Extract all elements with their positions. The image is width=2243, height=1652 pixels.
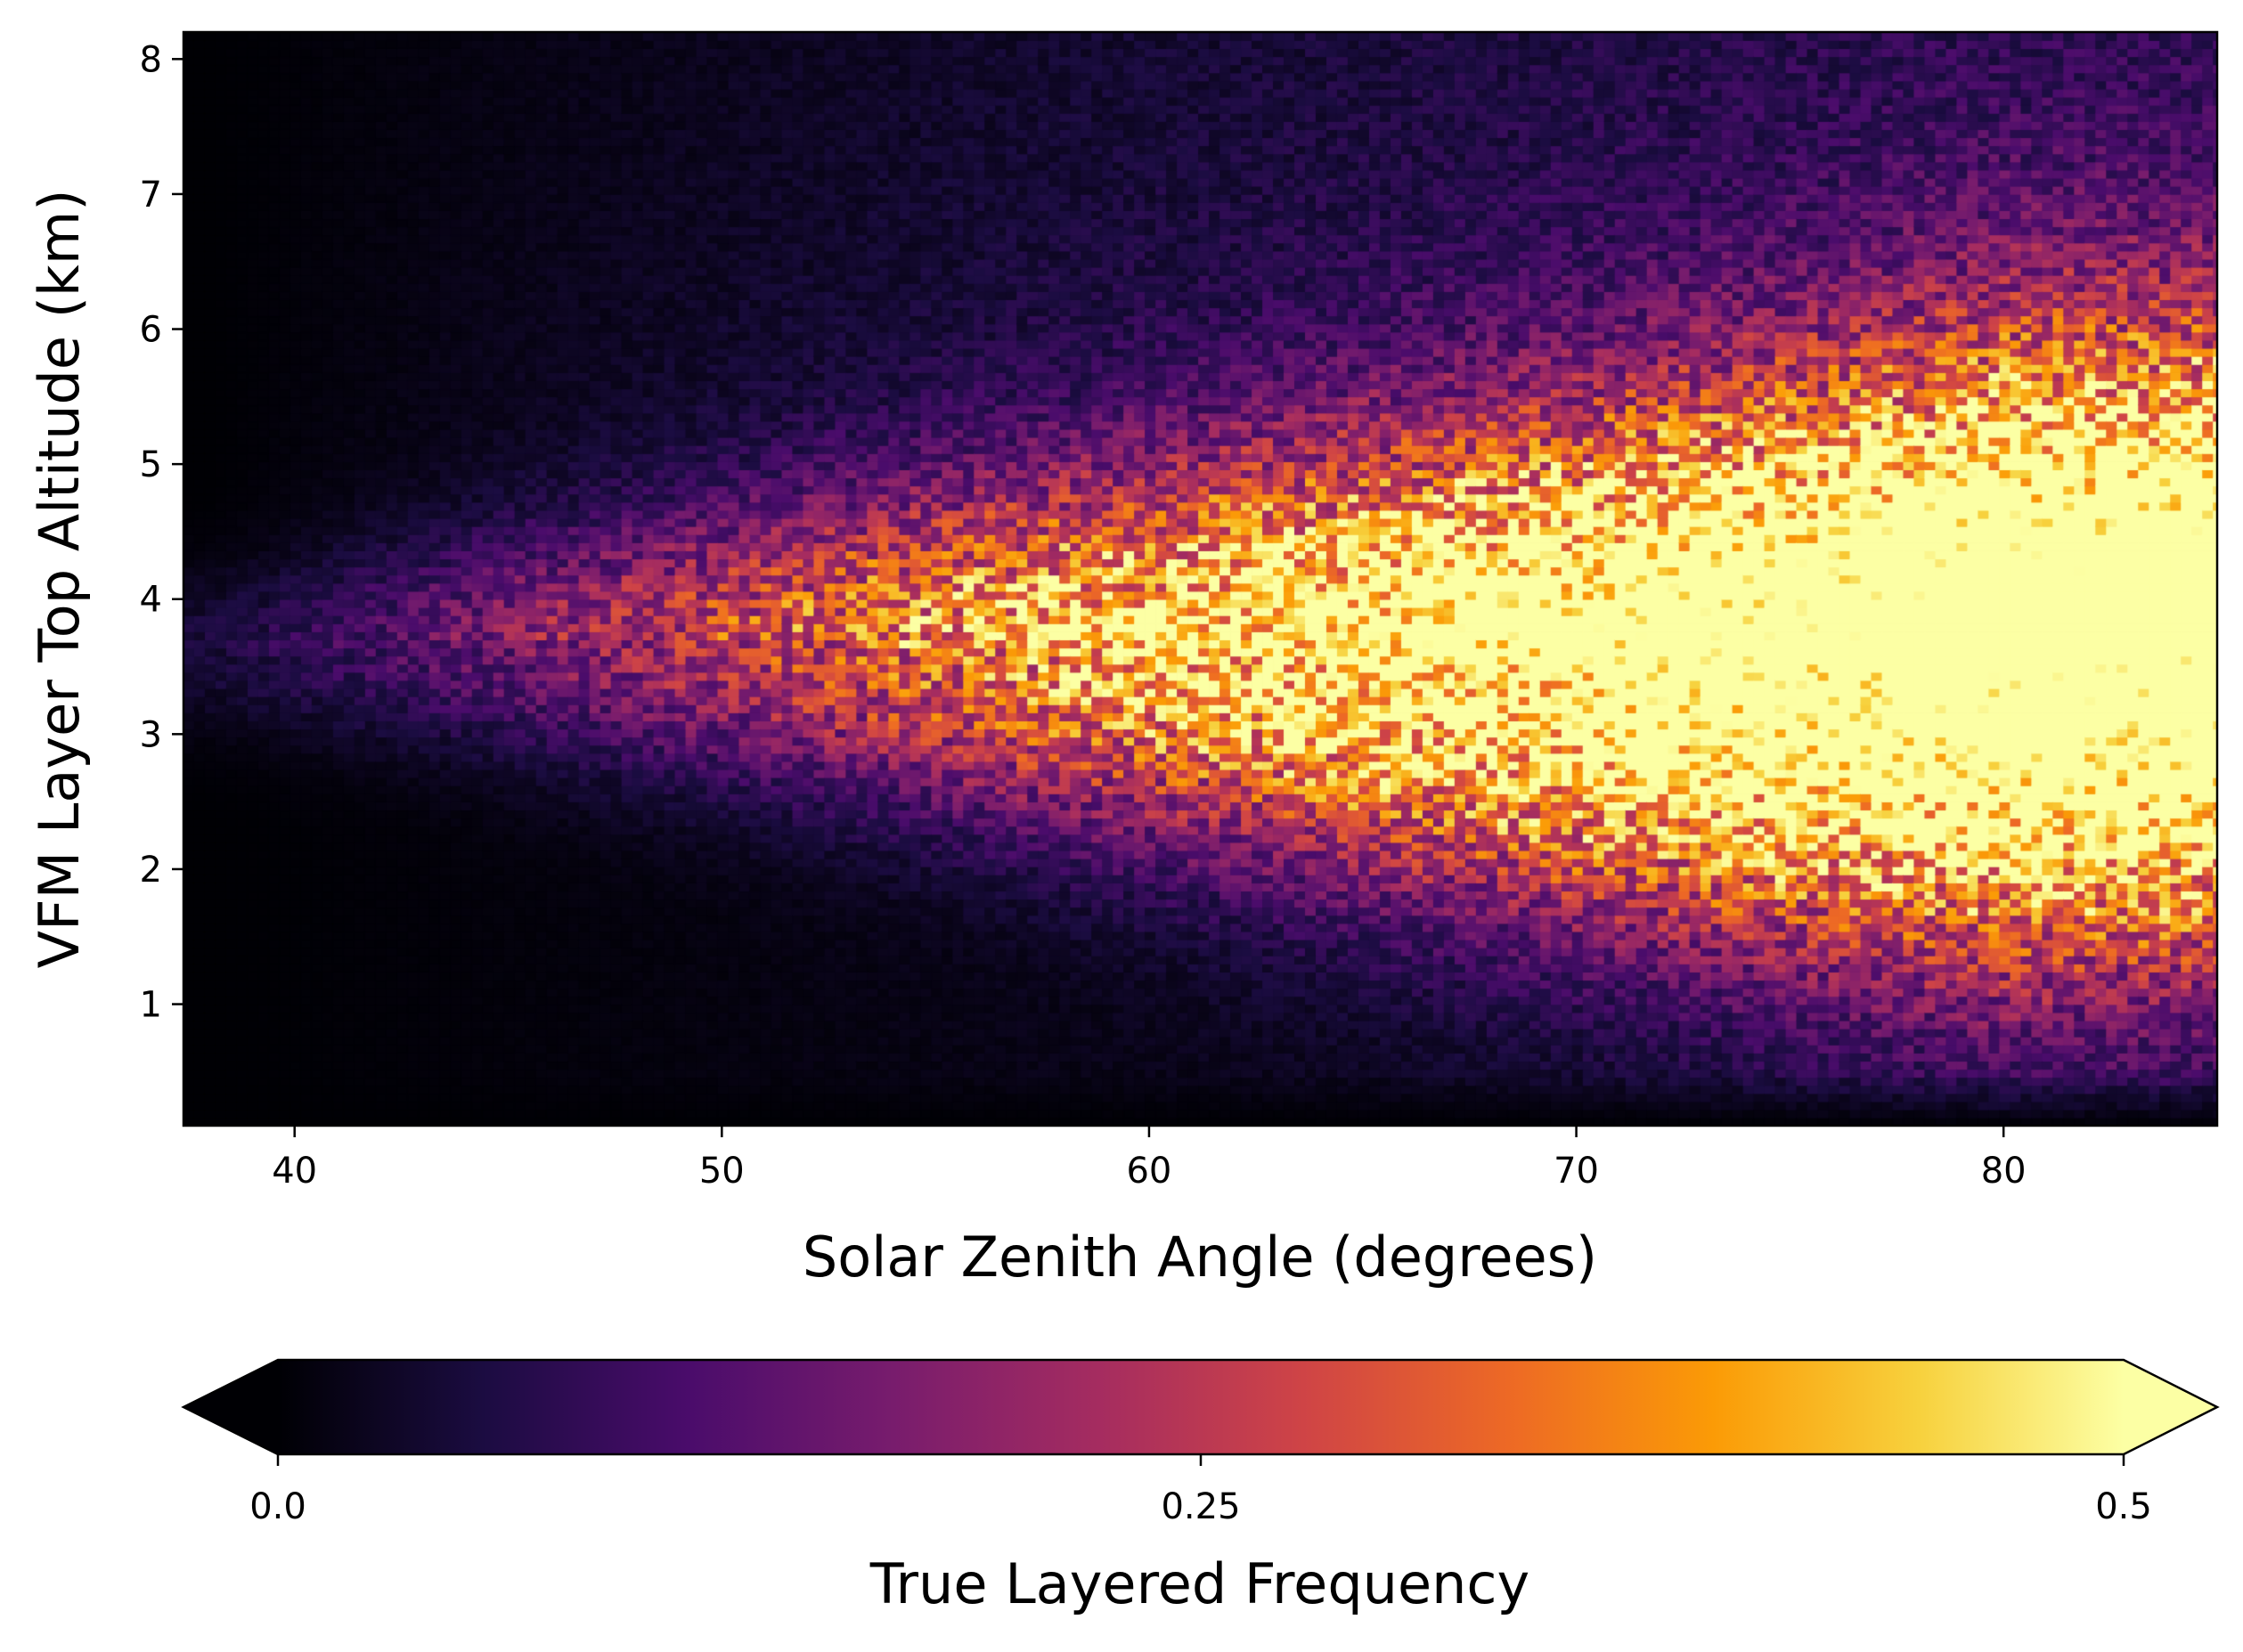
y-tick-label: 5: [140, 444, 162, 485]
y-tick-label: 7: [140, 175, 162, 216]
heatmap-cells: [184, 32, 2217, 1126]
x-tick-label: 40: [272, 1151, 317, 1192]
y-axis: 1 2 3 4 5 6 7 8: [140, 39, 184, 1026]
plot-frame: [182, 30, 2219, 1127]
colorbar-gradient: [278, 1360, 2124, 1454]
y-tick-label: 3: [140, 714, 162, 755]
y-tick-label: 1: [140, 985, 162, 1026]
x-axis-label: Solar Zenith Angle (degrees): [803, 1225, 1597, 1290]
colorbar-tick-label: 0.5: [2095, 1486, 2152, 1527]
x-tick-label: 80: [1981, 1151, 2027, 1192]
x-tick-label: 60: [1126, 1151, 1171, 1192]
y-tick-label: 2: [140, 850, 162, 891]
colorbar-tick-label: 0.0: [249, 1486, 306, 1527]
y-tick-label: 4: [140, 580, 162, 621]
y-tick-label: 8: [140, 39, 162, 80]
colorbar: 0.0 0.25 0.5 True Layered Frequency: [181, 1358, 2220, 1616]
x-tick-label: 70: [1554, 1151, 1599, 1192]
y-axis-label: VFM Layer Top Altitude (km): [27, 190, 92, 969]
heatmap-container: [184, 32, 2217, 1126]
colorbar-tick-label: 0.25: [1161, 1486, 1240, 1527]
x-axis: 40 50 60 70 80: [272, 1126, 2027, 1192]
colorbar-ticks: 0.0 0.25 0.5: [249, 1454, 2152, 1527]
colorbar-min-extension: [184, 1360, 278, 1454]
colorbar-max-extension: [2124, 1360, 2217, 1454]
x-tick-label: 50: [699, 1151, 745, 1192]
y-tick-label: 6: [140, 310, 162, 351]
colorbar-label: True Layered Frequency: [869, 1551, 1529, 1616]
